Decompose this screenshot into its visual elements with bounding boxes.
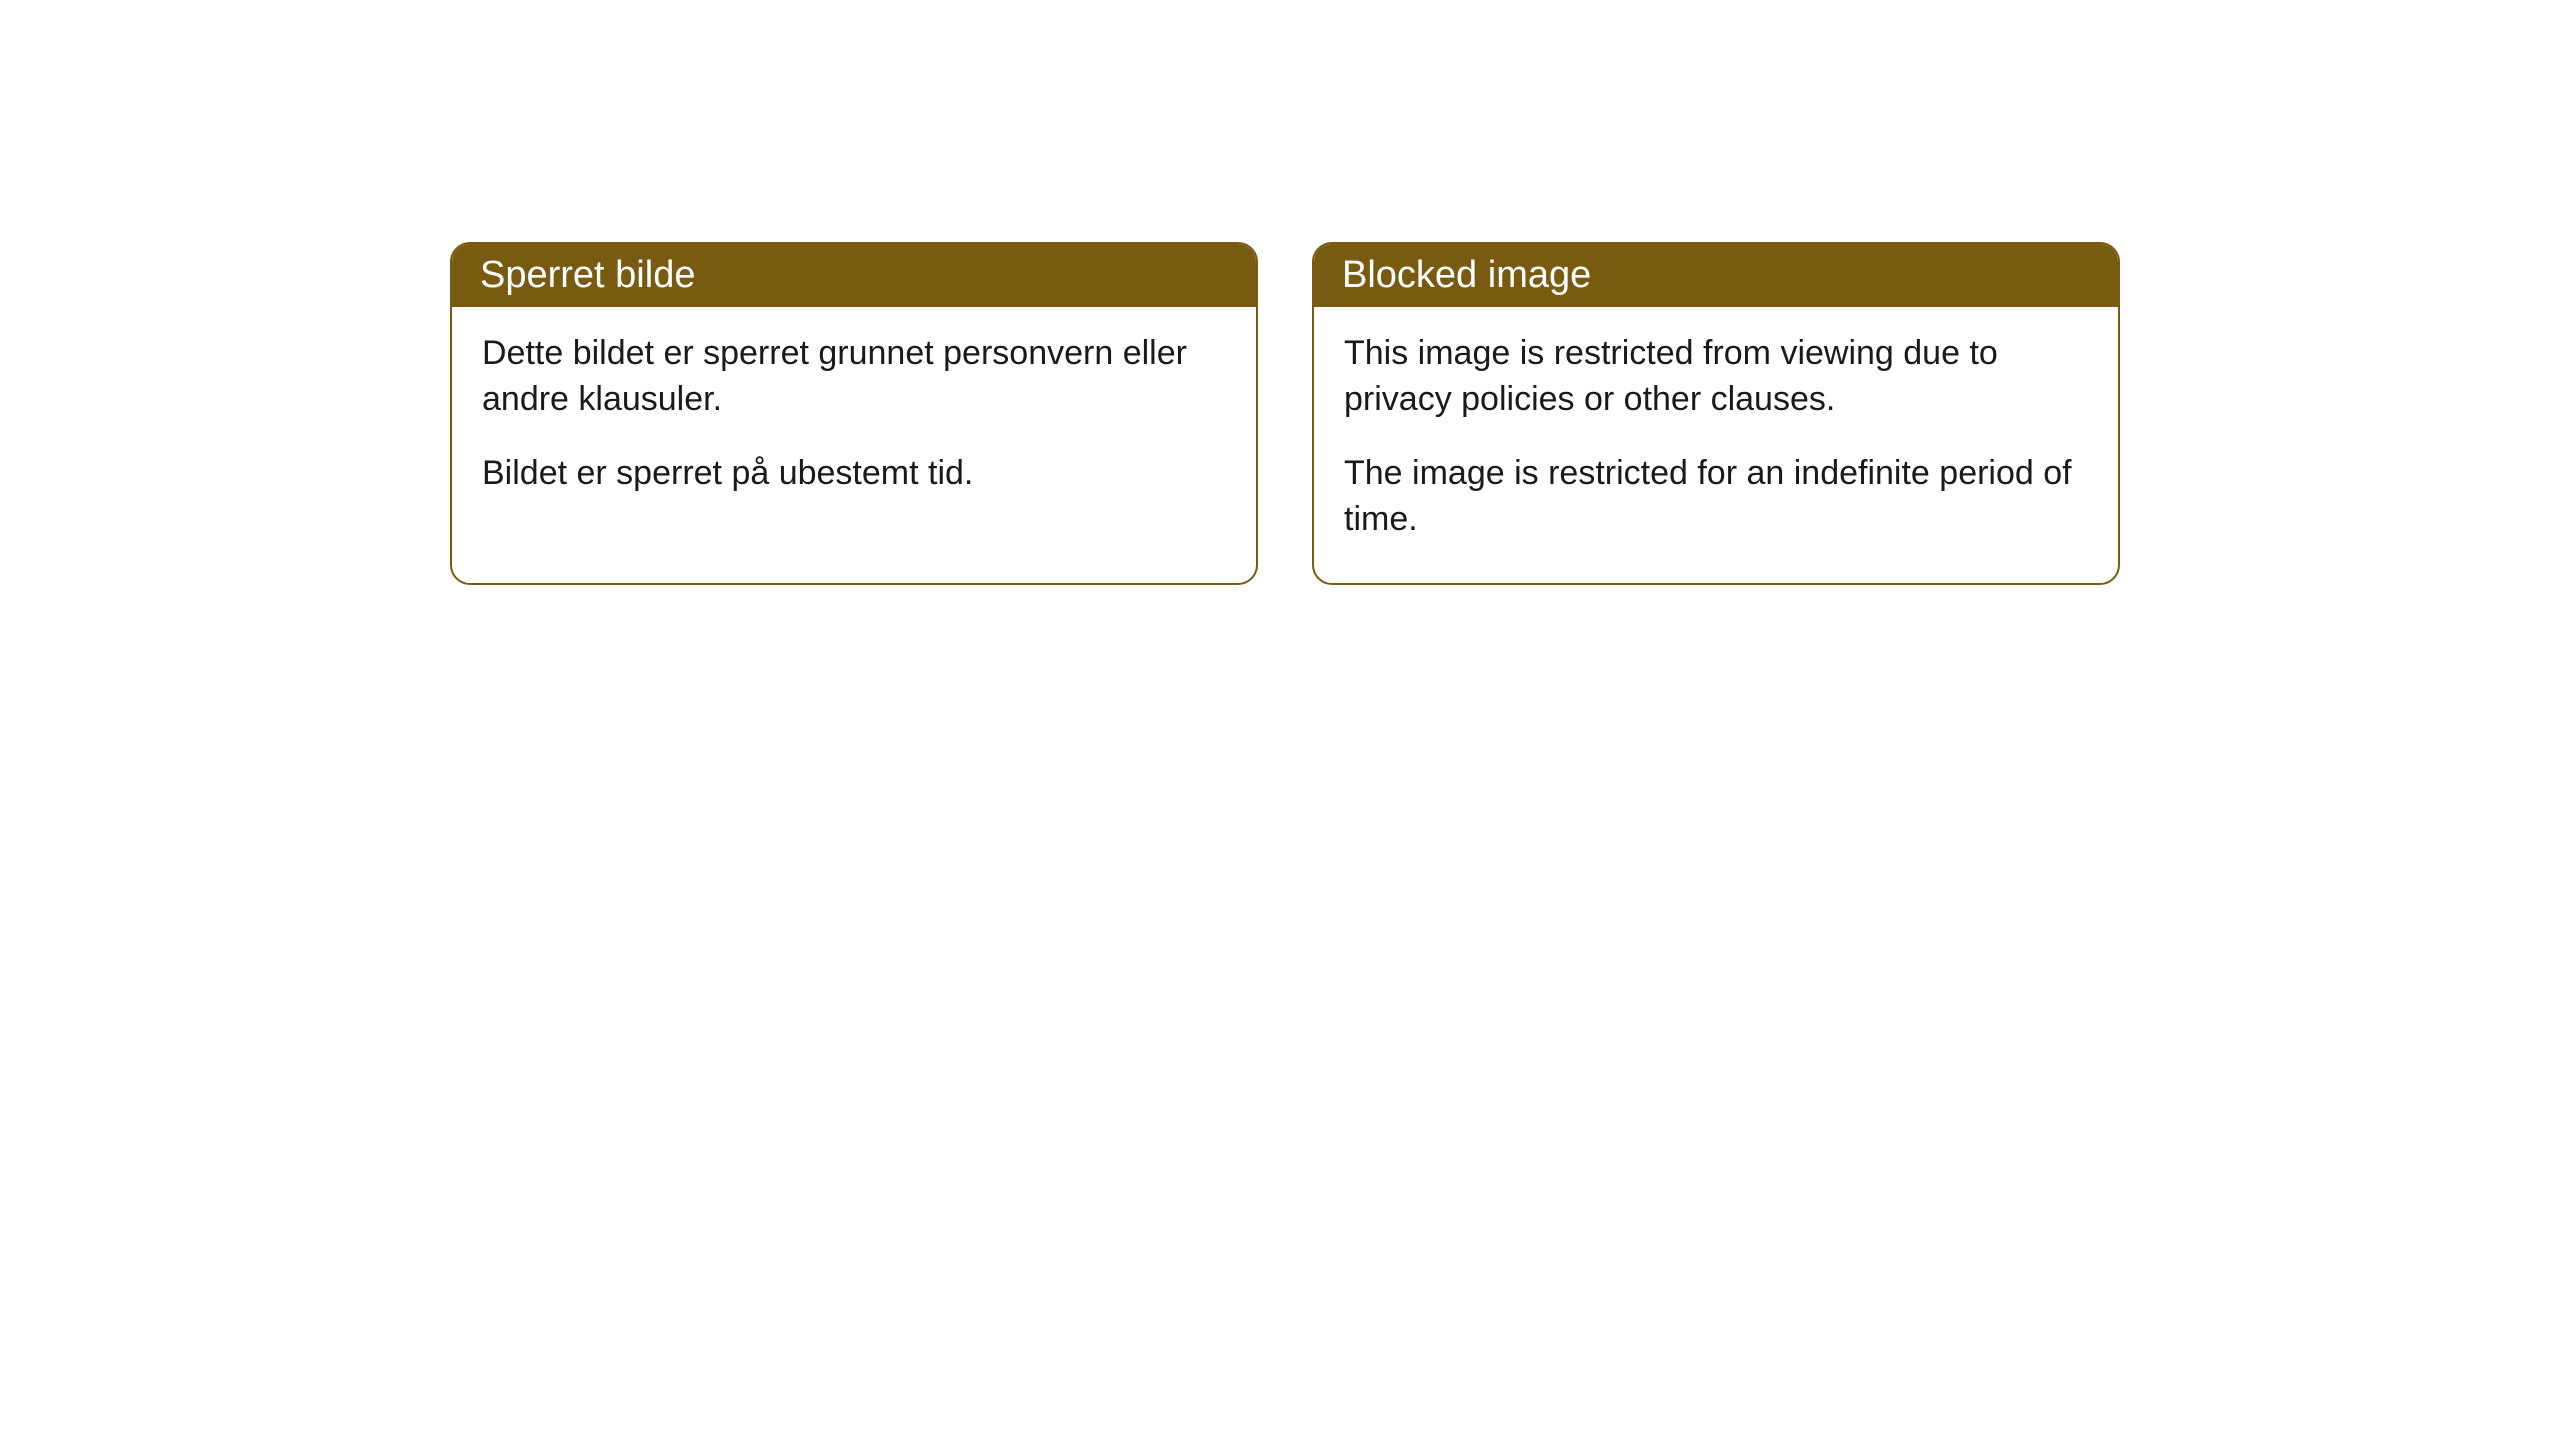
blocked-image-card-no: Sperret bilde Dette bildet er sperret gr… — [450, 242, 1258, 585]
blocked-image-card-en: Blocked image This image is restricted f… — [1312, 242, 2120, 585]
card-body-no: Dette bildet er sperret grunnet personve… — [452, 307, 1256, 537]
card-body-en: This image is restricted from viewing du… — [1314, 307, 2118, 583]
card-title-en: Blocked image — [1342, 254, 1591, 296]
card-text-no-2: Bildet er sperret på ubestemt tid. — [482, 451, 1226, 497]
card-text-en-1: This image is restricted from viewing du… — [1344, 331, 2088, 423]
card-text-en-2: The image is restricted for an indefinit… — [1344, 451, 2088, 543]
card-header-en: Blocked image — [1314, 244, 2118, 307]
card-header-no: Sperret bilde — [452, 244, 1256, 307]
card-text-no-1: Dette bildet er sperret grunnet personve… — [482, 331, 1226, 423]
card-title-no: Sperret bilde — [480, 254, 695, 296]
notice-container: Sperret bilde Dette bildet er sperret gr… — [450, 242, 2120, 585]
